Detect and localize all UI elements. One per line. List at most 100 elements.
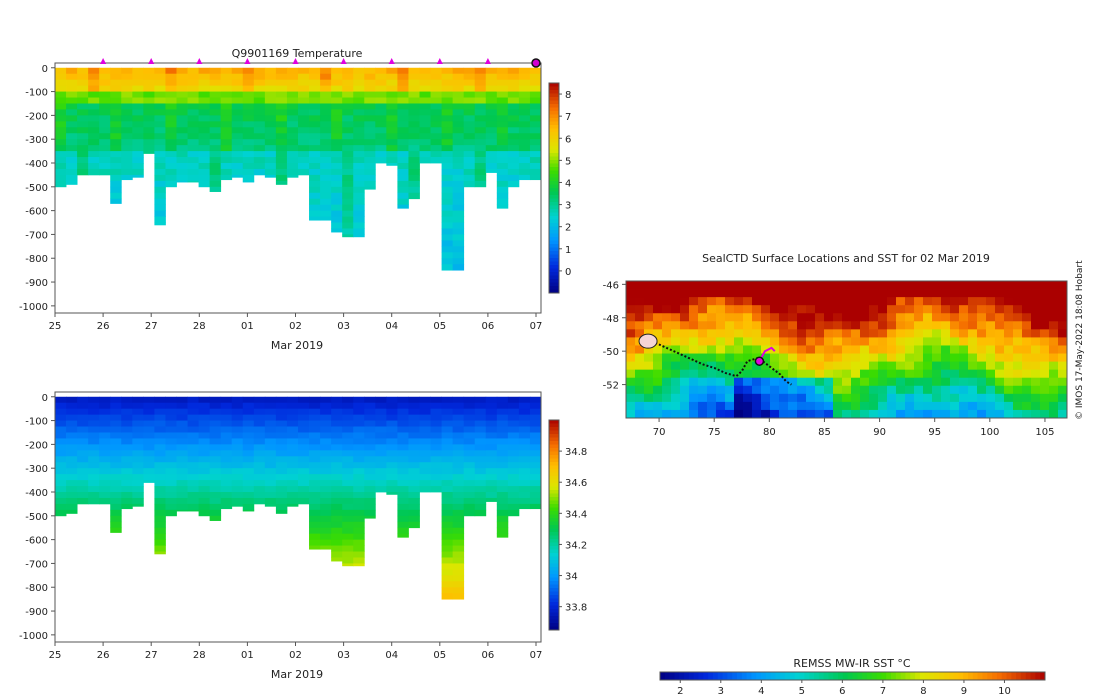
profile-cell (220, 97, 233, 104)
profile-cell (342, 91, 354, 98)
profile-cell (474, 438, 487, 445)
profile-cell (88, 408, 100, 416)
profile-cell (507, 109, 520, 116)
profile-cell (342, 228, 354, 235)
sst-cell (707, 393, 717, 403)
sst-cell (977, 345, 987, 354)
profile-cell (143, 450, 155, 457)
profile-cell (242, 157, 255, 164)
colorbar-swatch (549, 275, 559, 280)
profile-cell (353, 192, 365, 200)
sst-cell (1004, 353, 1014, 362)
sst-cell (977, 401, 987, 411)
sst-cell (662, 385, 672, 395)
profile-cell (286, 85, 299, 92)
profile-cell (397, 192, 409, 200)
profile-cell (275, 480, 288, 487)
profile-cell (507, 115, 520, 122)
profile-cell (275, 67, 288, 75)
sst-colorbar-swatch (1011, 672, 1017, 680)
sst-cell (932, 377, 942, 387)
profile-cell (231, 402, 244, 410)
sst-cell (860, 361, 870, 371)
profile-cell (66, 450, 78, 457)
profile-cell (298, 474, 310, 481)
sst-cell (635, 393, 645, 403)
sst-cell (941, 345, 951, 354)
sst-cell (806, 281, 816, 290)
profile-cell (99, 85, 111, 92)
profile-cell (286, 91, 299, 98)
profile-cell (143, 456, 155, 463)
colorbar-swatch (549, 118, 559, 122)
salinity-chart: 0-100-200-300-400-500-600-700-800-900-10… (19, 391, 587, 681)
sst-cell (887, 297, 897, 306)
profile-cell (143, 396, 155, 404)
sst-cell (1022, 393, 1032, 403)
profile-cell (485, 145, 498, 152)
profile-cell (408, 402, 420, 410)
profile-cell (176, 444, 188, 451)
profile-cell (286, 503, 299, 507)
profile-cell (154, 121, 166, 128)
profile-cell (121, 115, 133, 122)
profile-cell (209, 402, 222, 410)
profile-cell (386, 103, 398, 110)
profile-cell (496, 426, 509, 433)
profile-cell (220, 402, 233, 410)
profile-cell (176, 432, 188, 439)
sst-cell (770, 329, 780, 338)
sst-colorbar-swatch (833, 672, 839, 680)
profile-cell (485, 444, 498, 451)
profile-cell (209, 486, 222, 493)
profile-cell (55, 115, 67, 122)
profile-cell (154, 85, 166, 92)
profile-cell (154, 408, 166, 416)
profile-cell (298, 115, 310, 122)
profile-cell (55, 480, 67, 487)
sst-colorbar-swatch (1030, 672, 1036, 680)
profile-cell (176, 450, 188, 457)
profile-cell (386, 402, 398, 410)
profile-cell (375, 480, 387, 487)
profile-cell (66, 456, 78, 463)
profile-cell (452, 503, 465, 511)
profile-cell (441, 492, 454, 499)
sst-cell (653, 281, 663, 290)
profile-cell (309, 521, 321, 529)
sst-cell (716, 377, 726, 387)
profile-cell (99, 151, 111, 158)
profile-cell (408, 168, 420, 176)
profile-cell (320, 163, 332, 170)
sst-cell (626, 345, 636, 354)
profile-cell (66, 426, 78, 433)
profile-cell (275, 474, 288, 481)
colorbar-swatch (549, 616, 559, 620)
profile-cell (220, 67, 233, 75)
profile-cell (331, 396, 343, 404)
sst-cell (878, 321, 888, 330)
profile-cell (176, 127, 188, 134)
profile-cell (264, 79, 277, 87)
sst-cell (986, 361, 996, 371)
profile-cell (121, 408, 133, 416)
profile-cell (485, 151, 498, 158)
profile-cell (474, 168, 487, 176)
profile-cell (209, 396, 222, 404)
profile-cell (275, 402, 288, 410)
profile-cell (110, 503, 122, 511)
sst-colorbar-swatch (953, 672, 959, 680)
profile-cell (408, 450, 420, 457)
profile-cell (88, 115, 100, 122)
sst-cell (1040, 297, 1050, 306)
profile-cell (463, 145, 476, 152)
profile-cell (353, 432, 365, 439)
profile-cell (353, 408, 365, 416)
sst-cell (635, 321, 645, 330)
sst-cell (869, 329, 879, 338)
profile-cell (397, 462, 409, 469)
profile-cell (452, 240, 465, 247)
sst-cell (752, 281, 762, 290)
profile-cell (331, 168, 343, 176)
sst-cell (905, 281, 915, 290)
